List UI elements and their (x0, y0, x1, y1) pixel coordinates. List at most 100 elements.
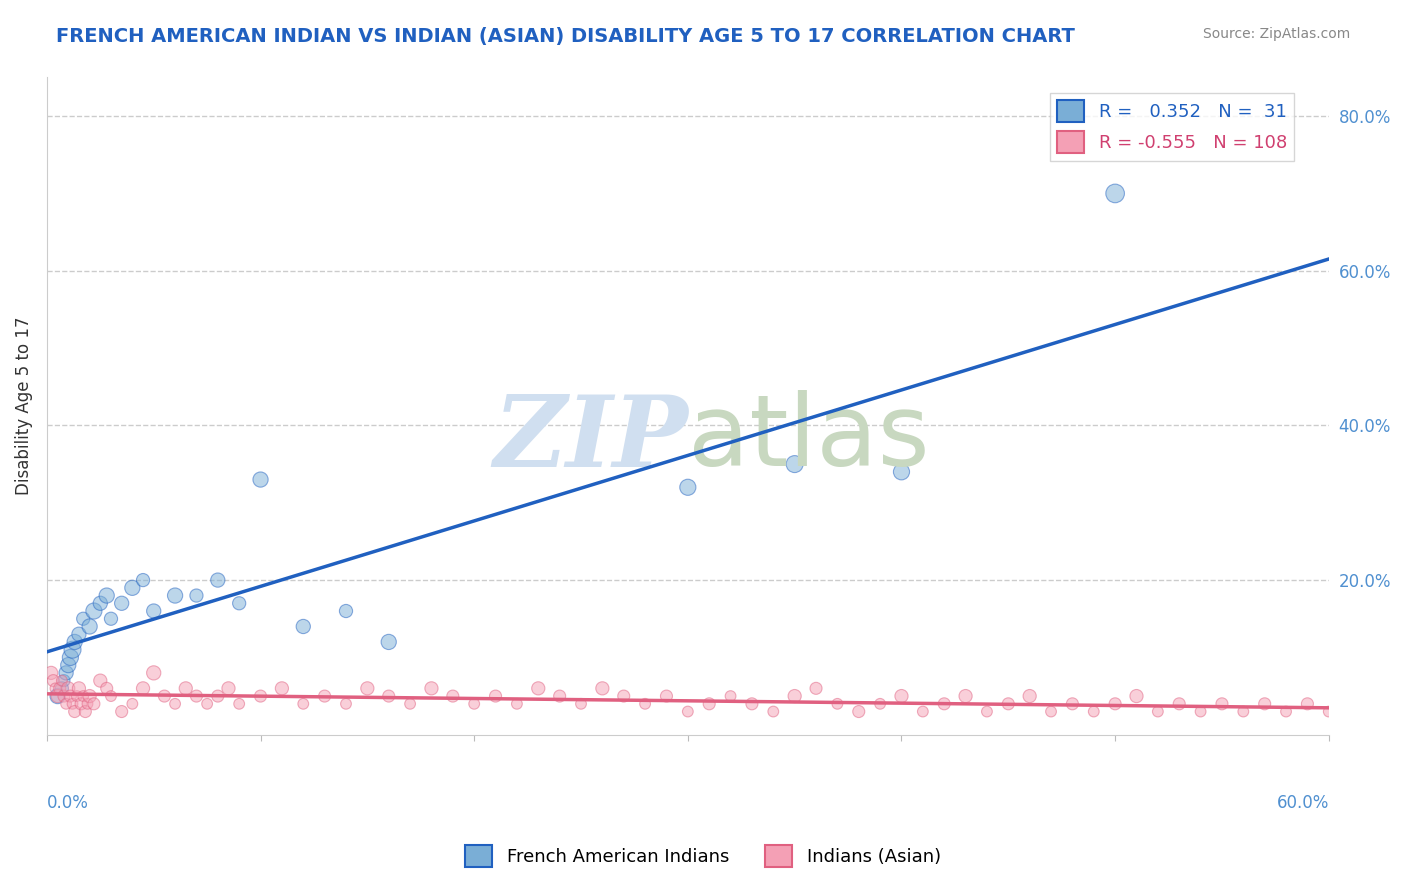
Point (100, 689, 122, 703)
Point (676, 705, 699, 719)
Point (55, 697, 77, 711)
Point (218, 681, 240, 696)
Point (63, 635, 86, 649)
Text: atlas: atlas (688, 391, 929, 487)
Point (569, 697, 592, 711)
Point (783, 457, 806, 471)
Point (720, 689, 742, 703)
Point (59, 650, 82, 665)
Point (165, 697, 187, 711)
Point (51, 673, 73, 688)
Point (249, 689, 271, 703)
Point (67, 681, 90, 696)
Point (827, 697, 849, 711)
Point (548, 689, 571, 703)
Point (44, 681, 66, 696)
Point (1232, 705, 1254, 719)
Point (335, 697, 357, 711)
Point (1253, 697, 1275, 711)
Point (976, 705, 998, 719)
Point (228, 596, 250, 610)
Point (783, 689, 806, 703)
Text: 60.0%: 60.0% (1277, 794, 1329, 812)
Point (76, 697, 98, 711)
Point (741, 697, 763, 711)
Point (53, 689, 76, 703)
Point (292, 697, 315, 711)
Point (634, 697, 657, 711)
Point (142, 604, 165, 618)
Point (83, 697, 105, 711)
Point (1211, 697, 1233, 711)
Point (934, 697, 956, 711)
Point (1104, 697, 1126, 711)
Point (1189, 705, 1212, 719)
Point (59, 689, 82, 703)
Point (1275, 705, 1298, 719)
Point (46, 689, 69, 703)
Point (420, 681, 443, 696)
Point (676, 480, 699, 494)
Text: Source: ZipAtlas.com: Source: ZipAtlas.com (1202, 27, 1350, 41)
Point (100, 612, 122, 626)
Point (121, 697, 143, 711)
Point (356, 681, 378, 696)
Point (70, 697, 93, 711)
Text: ZIP: ZIP (494, 391, 688, 487)
Point (48, 681, 70, 696)
Point (62, 697, 84, 711)
Point (1125, 689, 1147, 703)
Point (292, 619, 315, 633)
Point (51, 681, 73, 696)
Point (377, 689, 399, 703)
Point (890, 689, 912, 703)
Point (195, 697, 218, 711)
Point (228, 697, 250, 711)
Point (58, 681, 80, 696)
Point (53, 673, 76, 688)
Point (46, 689, 69, 703)
Point (207, 689, 229, 703)
Point (66, 689, 89, 703)
Point (527, 681, 550, 696)
Point (911, 705, 934, 719)
Point (1296, 697, 1319, 711)
Point (890, 465, 912, 479)
Point (153, 689, 176, 703)
Point (89, 596, 111, 610)
Point (762, 705, 785, 719)
Point (132, 681, 155, 696)
Point (697, 697, 720, 711)
Point (83, 604, 105, 618)
Point (869, 697, 891, 711)
Point (96, 681, 118, 696)
Legend: R =   0.352   N =  31, R = -0.555   N = 108: R = 0.352 N = 31, R = -0.555 N = 108 (1050, 93, 1294, 161)
Point (55, 665, 77, 680)
Point (1317, 705, 1340, 719)
Point (89, 673, 111, 688)
Point (655, 689, 678, 703)
Point (335, 604, 357, 618)
Point (207, 573, 229, 587)
Point (463, 697, 485, 711)
Y-axis label: Disability Age 5 to 17: Disability Age 5 to 17 (15, 317, 32, 495)
Point (249, 473, 271, 487)
Point (142, 665, 165, 680)
Point (186, 689, 208, 703)
Text: 0.0%: 0.0% (46, 794, 89, 812)
Point (111, 596, 134, 610)
Point (121, 581, 143, 595)
Text: FRENCH AMERICAN INDIAN VS INDIAN (ASIAN) DISABILITY AGE 5 TO 17 CORRELATION CHAR: FRENCH AMERICAN INDIAN VS INDIAN (ASIAN)… (56, 27, 1076, 45)
Point (62, 642, 84, 657)
Point (58, 658, 80, 673)
Point (174, 681, 197, 696)
Point (270, 681, 292, 696)
Point (111, 705, 134, 719)
Point (75, 705, 97, 719)
Point (42, 673, 65, 688)
Point (1104, 186, 1126, 201)
Point (165, 589, 187, 603)
Point (132, 573, 155, 587)
Point (314, 689, 336, 703)
Point (72, 689, 94, 703)
